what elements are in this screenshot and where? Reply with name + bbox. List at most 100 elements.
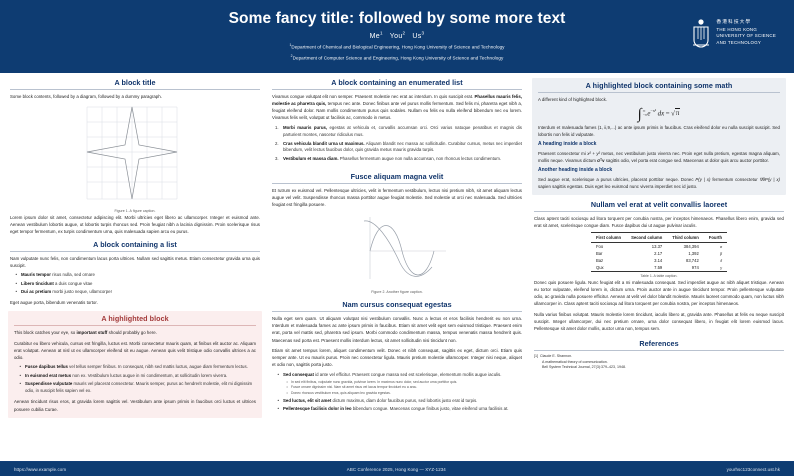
cell: 7.59: [626, 264, 668, 273]
block-paragraph: Lorem ipsum dolor sit amet, consectetur …: [10, 214, 260, 234]
data-table-wrapper: First column Second column Third column …: [565, 232, 753, 278]
block-paragraph: Interdum et malesuada fames (1, ii,9,...…: [538, 124, 780, 137]
cell: δ: [720, 258, 723, 264]
star-diagram: [86, 106, 177, 199]
sub-list-item: Fusce ornare dignissim nisi. Nam sit ame…: [287, 385, 522, 391]
cell: α: [719, 243, 723, 249]
cell: 13.37: [651, 243, 663, 249]
list-item: Fusce dapibus tellus vel tellus semper f…: [20, 364, 256, 371]
bullet-list: Fusce dapibus tellus vel tellus semper f…: [20, 364, 256, 395]
block-title: A highlighted block: [14, 314, 256, 327]
list-item: Pellentesque facilisis dolor in leo bibe…: [278, 406, 522, 413]
table-header-row: First column Second column Third column …: [590, 232, 728, 243]
list-item: Morbi mauris purus, egestas at vehicula …: [275, 124, 522, 137]
poster-header: Some fancy title: followed by some more …: [0, 0, 794, 73]
middle-column: A block containing an enumerated list Vi…: [270, 78, 524, 459]
author-1: Me1: [369, 30, 383, 40]
author-3: Us3: [412, 30, 425, 40]
cell: 384,394: [683, 243, 699, 249]
sub-list-item: In sed elit finibus, vulputate nunc grav…: [287, 380, 522, 386]
block-highlighted-math: A highlighted block containing some math…: [532, 78, 786, 195]
integral-sign-icon: ∫: [637, 106, 642, 123]
page-title: Some fancy title: followed by some more …: [228, 10, 566, 28]
figure-2: Figure 2. Another figure caption.: [272, 211, 522, 294]
bullet-list: Mauris tempor risus nulla, sed ornare Li…: [16, 272, 260, 296]
block-paragraph: Donec quis posuere ligula. Nunc feugiat …: [534, 280, 784, 307]
hkust-emblem-icon: [690, 18, 712, 48]
list-item: Cras vehicula blandit urna ut maximus. A…: [275, 140, 522, 153]
block-paragraph: Nulla varius finibus volutpat. Mauris mo…: [534, 312, 784, 332]
block-title: A block containing a list: [10, 240, 260, 252]
list-item: Mauris tempor risus nulla, sed ornare: [16, 272, 260, 279]
block-paragraph: Etiam sit amet tempus lorem, aliquet con…: [272, 348, 522, 368]
numbered-list: Morbi mauris purus, egestas at vehicula …: [275, 124, 522, 164]
block-title: A highlighted block containing some math: [538, 81, 780, 93]
block-intro-text: Nam vulputate nunc felis, non condimentu…: [10, 255, 260, 268]
block-nullam-vel-erat: Nullam vel erat at velit convallis laore…: [532, 200, 786, 332]
block-intro-text: Some block contents, followed by a diagr…: [10, 94, 162, 99]
block-title: Nullam vel erat at velit convallis laore…: [534, 200, 784, 212]
block-title: Nam cursus consequat egestas: [272, 300, 522, 313]
university-name-line2: UNIVERSITY OF SCIENCE: [716, 33, 776, 39]
block-title: A block title: [10, 78, 260, 90]
table-row: Qux 7.59 974 γ: [590, 264, 728, 273]
author-list: Me1 You2 Us3: [0, 30, 794, 39]
reference-author: Claude E. Shannon.: [540, 354, 573, 359]
poster-footer: https://www.example.com ABC Conference 2…: [0, 461, 794, 476]
block-title: Fusce aliquam magna velit: [272, 172, 522, 184]
wave-plot: [363, 217, 446, 280]
list-item: Sed luctus, elit sit amet dictum maximus…: [278, 398, 522, 405]
cell: 83,742: [685, 258, 699, 264]
column-header: Third column: [667, 232, 704, 243]
cell: β: [719, 250, 723, 256]
block-paragraph: Praesent consectetur mi x² + y² metus, n…: [538, 150, 780, 163]
list-item: Dui ac pretium morbi justo neque, ullamc…: [16, 289, 260, 296]
list-item: In euismod erat metus non ex. Vestibulum…: [20, 373, 256, 380]
list-item: Libero tincidunt a duis congue vitae: [16, 281, 260, 288]
author-2: You2: [389, 30, 406, 40]
block-paragraph: Class aptent taciti sociosqu ad litora t…: [534, 215, 784, 228]
cell: 974: [667, 264, 704, 273]
block-a-block-containing-a-list: A block containing a list Nam vulputate …: [8, 240, 262, 307]
table-row: Foo 13.37 384,394 α: [591, 242, 727, 250]
list-item: Sed consequat id ante vel efficitur. Pra…: [278, 372, 522, 397]
column-header: Second column: [626, 232, 668, 243]
column-header: First column: [590, 232, 627, 243]
block-paragraph: Et rutrum ex euismod vel. Pellentesque u…: [272, 187, 522, 207]
university-name-line1: THE HONG KONG: [716, 26, 757, 32]
reference-title: A mathematical theory of communication.: [542, 359, 608, 364]
reference-body: Claude E. Shannon. A mathematical theory…: [540, 354, 784, 370]
block-title: A block containing an enumerated list: [272, 78, 522, 90]
block-a-block-title: A block title Some block contents, follo…: [8, 78, 262, 235]
block-lead-text: This block catches your eye, so importan…: [14, 330, 157, 336]
cell: Qux: [590, 264, 627, 273]
cell: Baz: [595, 258, 604, 264]
cell: Bar: [595, 250, 603, 256]
poster-columns: A block title Some block contents, follo…: [0, 73, 794, 461]
equation-gaussian-integral: ∫∞ −∞e−x² dx = √π: [637, 106, 681, 123]
left-column: A block title Some block contents, follo…: [8, 78, 262, 459]
integral-limits: ∞ −∞: [642, 108, 648, 117]
cell: γ: [703, 264, 728, 273]
footer-url[interactable]: https://www.example.com: [14, 466, 67, 472]
cell: 2.17: [654, 250, 663, 256]
block-paragraph: Nulla eget sem quam. Ut aliquam volutpat…: [272, 316, 522, 343]
data-table: First column Second column Third column …: [590, 232, 728, 273]
table-row: Bar 2.17 1,392 β: [591, 250, 727, 257]
footer-conference: ABC Conference 2025, Hong Kong — XYZ-123…: [346, 466, 446, 472]
list-item: Suspendisse vulputate mauris vel placera…: [20, 381, 256, 395]
sub-list: In sed elit finibus, vulputate nunc grav…: [287, 380, 522, 397]
block-nam-cursus-consequat-egestas: Nam cursus consequat egestas Nulla eget …: [270, 300, 524, 416]
block-outro-text: Eget augue porta, bibendum venenatis tor…: [10, 300, 98, 306]
block-title: References: [534, 339, 784, 352]
affiliation-2: 2Department of Computer Science and Engi…: [290, 53, 504, 61]
footer-email[interactable]: yourhsc123connect.ust.hk: [726, 466, 780, 472]
affiliation-1: 1Department of Chemical and Biological E…: [289, 42, 505, 50]
university-name-cn: 香港科技大學: [716, 19, 752, 25]
reference-source: Bell System Technical Journal, 27(3):379…: [542, 364, 627, 369]
bullet-list: Sed consequat id ante vel efficitur. Pra…: [278, 372, 522, 414]
table-row: Baz 3.14 83,742 δ: [591, 257, 727, 264]
cell: Foo: [595, 243, 604, 249]
block-heading-1: A heading inside a block: [538, 141, 597, 148]
cell: 3.14: [654, 258, 663, 264]
